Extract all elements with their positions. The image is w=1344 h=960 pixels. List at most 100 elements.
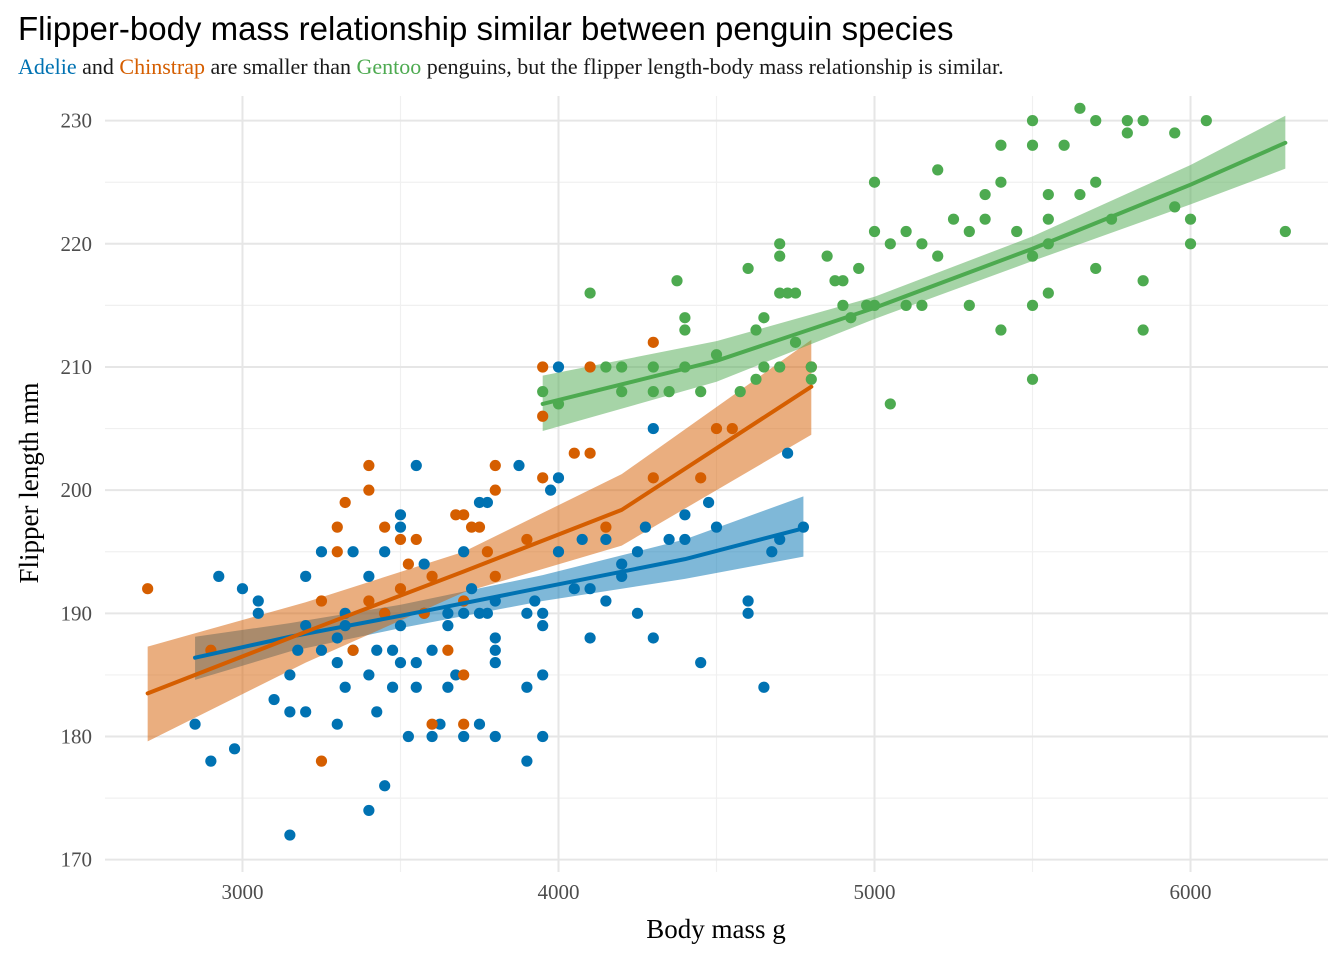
data-point-gentoo xyxy=(774,361,786,373)
data-point-adelie xyxy=(434,718,446,730)
data-point-gentoo xyxy=(932,164,944,176)
data-point-adelie xyxy=(300,620,312,632)
data-point-chinstrap xyxy=(465,521,478,533)
data-point-adelie xyxy=(363,570,375,582)
data-point-adelie xyxy=(394,620,407,632)
confidence-bands xyxy=(147,115,1286,742)
data-point-gentoo xyxy=(979,188,991,201)
data-point-gentoo xyxy=(1184,238,1197,250)
data-point-gentoo xyxy=(916,238,928,250)
data-point-chinstrap xyxy=(426,718,438,730)
data-point-adelie xyxy=(537,730,549,743)
data-point-adelie xyxy=(228,743,241,755)
data-point-adelie xyxy=(331,657,343,669)
data-point-gentoo xyxy=(734,386,746,398)
data-point-chinstrap xyxy=(473,521,486,533)
data-point-adelie xyxy=(473,718,486,730)
data-point-gentoo xyxy=(616,386,628,398)
data-point-adelie xyxy=(371,644,383,656)
data-point-gentoo xyxy=(995,139,1007,151)
data-point-chinstrap xyxy=(339,496,351,509)
confidence-band-gentoo xyxy=(542,115,1286,432)
data-point-adelie xyxy=(442,607,454,619)
data-point-adelie xyxy=(766,546,778,558)
data-point-gentoo xyxy=(916,299,928,311)
data-point-gentoo xyxy=(868,176,881,188)
x-tick-label: 6000 xyxy=(1170,880,1212,904)
fit-lines xyxy=(145,140,1288,696)
data-point-adelie xyxy=(410,681,422,693)
data-point-adelie xyxy=(616,558,628,570)
data-point-gentoo xyxy=(758,312,770,324)
data-point-adelie xyxy=(331,632,343,644)
data-point-adelie xyxy=(481,496,493,509)
chart-subtitle: Adelie and Chinstrap are smaller than Ge… xyxy=(18,54,1004,80)
data-point-adelie xyxy=(537,620,549,632)
data-point-gentoo xyxy=(1026,115,1039,127)
data-point-adelie xyxy=(529,595,541,607)
data-point-gentoo xyxy=(695,386,707,398)
data-point-adelie xyxy=(742,595,754,607)
data-point-adelie xyxy=(465,583,478,595)
data-point-adelie xyxy=(386,644,399,656)
data-point-adelie xyxy=(679,509,691,521)
data-point-gentoo xyxy=(900,299,912,311)
data-point-chinstrap xyxy=(489,484,501,496)
data-point-adelie xyxy=(584,583,596,595)
subtitle-rest: penguins, but the flipper length-body ma… xyxy=(421,54,1004,79)
data-point-adelie xyxy=(363,804,375,817)
data-point-chinstrap xyxy=(726,422,738,435)
data-point-gentoo xyxy=(679,312,691,324)
data-point-gentoo xyxy=(1121,115,1133,127)
data-point-adelie xyxy=(205,755,217,767)
data-point-adelie xyxy=(394,521,407,533)
data-point-chinstrap xyxy=(331,521,343,533)
data-point-adelie xyxy=(284,669,296,681)
data-point-adelie xyxy=(568,583,580,595)
data-point-adelie xyxy=(473,607,486,619)
y-tick-label: 210 xyxy=(61,355,93,379)
data-point-chinstrap xyxy=(442,644,454,656)
data-point-gentoo xyxy=(1058,139,1070,151)
data-point-gentoo xyxy=(1042,213,1054,225)
data-point-gentoo xyxy=(1090,176,1102,188)
y-tick-label: 190 xyxy=(61,601,93,625)
data-point-gentoo xyxy=(1169,201,1181,213)
data-point-chinstrap xyxy=(363,459,375,472)
data-point-gentoo xyxy=(789,336,802,348)
data-point-adelie xyxy=(236,583,249,595)
data-point-gentoo xyxy=(537,386,549,398)
data-point-gentoo xyxy=(671,275,683,287)
data-point-adelie xyxy=(679,533,691,546)
data-point-chinstrap xyxy=(458,509,470,521)
x-tick-label: 5000 xyxy=(854,880,896,904)
data-point-adelie xyxy=(600,533,612,546)
data-point-adelie xyxy=(394,657,407,669)
data-point-adelie xyxy=(742,607,754,619)
data-point-adelie xyxy=(552,361,565,373)
data-point-chinstrap xyxy=(458,669,470,681)
data-point-chinstrap xyxy=(600,521,612,533)
subtitle-mid: are smaller than xyxy=(204,54,357,79)
data-point-gentoo xyxy=(805,373,817,385)
y-tick-label: 180 xyxy=(61,725,93,749)
data-point-chinstrap xyxy=(410,533,422,546)
data-point-adelie xyxy=(450,669,462,681)
data-point-chinstrap xyxy=(142,583,154,595)
data-point-chinstrap xyxy=(647,336,659,348)
data-point-adelie xyxy=(252,607,264,619)
data-point-adelie xyxy=(458,730,470,743)
data-point-adelie xyxy=(410,459,422,472)
data-point-chinstrap xyxy=(394,583,407,595)
data-point-adelie xyxy=(300,570,312,582)
data-point-adelie xyxy=(473,496,486,509)
data-point-adelie xyxy=(418,558,430,570)
fit-line-chinstrap xyxy=(145,384,814,696)
data-point-gentoo xyxy=(584,287,596,299)
data-point-adelie xyxy=(489,644,501,656)
data-point-gentoo xyxy=(600,361,612,373)
data-point-gentoo xyxy=(868,225,881,238)
data-point-adelie xyxy=(544,484,557,496)
data-point-gentoo xyxy=(1121,127,1133,139)
